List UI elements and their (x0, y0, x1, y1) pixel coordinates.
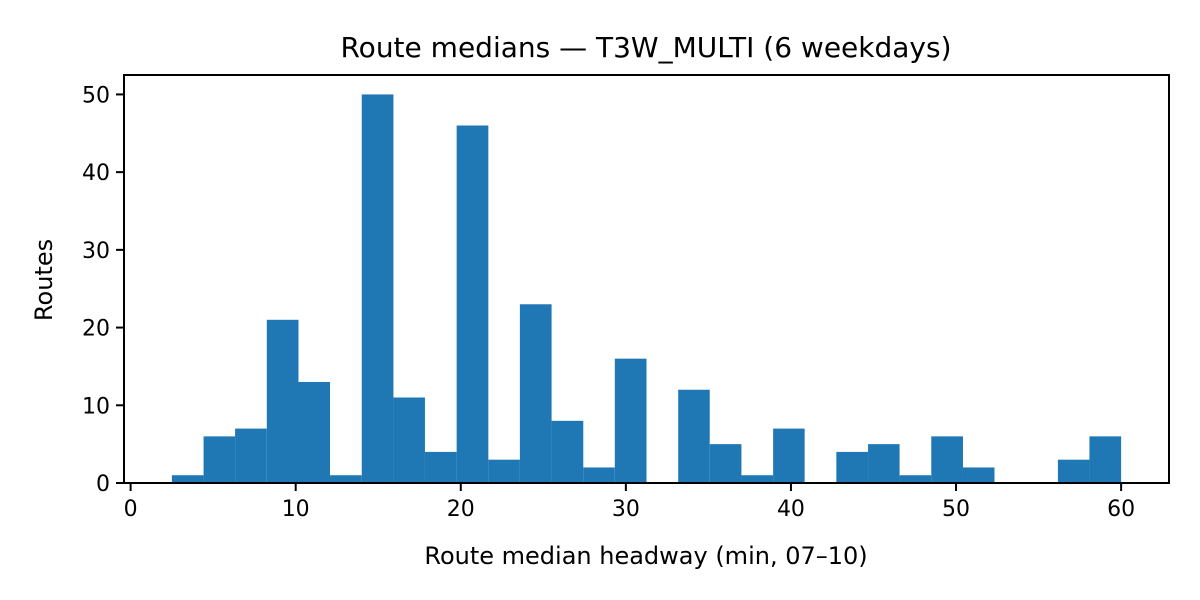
histogram-bar (298, 381, 331, 483)
histogram-bar (1089, 436, 1122, 483)
histogram-bars (171, 94, 1122, 484)
histogram-bar (424, 451, 457, 483)
histogram-bar (1057, 459, 1090, 483)
histogram-bar (330, 475, 362, 483)
y-axis-ticks: 0 10 20 30 40 50 (82, 83, 124, 497)
x-axis-label: Route median headway (min, 07–10) (424, 542, 867, 570)
y-axis-label: Routes (30, 239, 58, 321)
x-tick-label: 40 (777, 497, 805, 522)
plot-frame (123, 74, 1170, 484)
x-tick-label: 50 (942, 497, 970, 522)
histogram-bar (709, 444, 742, 483)
histogram-bar (962, 467, 995, 483)
x-tick-label: 10 (282, 497, 310, 522)
x-tick-label: 30 (612, 497, 640, 522)
x-tick-label: 20 (447, 497, 475, 522)
histogram-bar (868, 444, 900, 483)
x-tick-label: 60 (1107, 497, 1135, 522)
histogram-bar (614, 358, 647, 483)
histogram-bar (836, 451, 869, 483)
histogram-bar (899, 475, 932, 483)
histogram-bar (773, 428, 805, 483)
y-tick-label: 20 (82, 317, 110, 342)
histogram-bar (171, 475, 204, 483)
histogram-bar (741, 475, 774, 483)
histogram-bar (519, 304, 552, 483)
histogram-bar (203, 436, 236, 483)
histogram-bar (488, 459, 520, 483)
histogram-bar (361, 94, 394, 484)
y-tick-label: 50 (82, 83, 110, 108)
x-axis-ticks: 0 10 20 30 40 50 60 (124, 483, 1135, 522)
y-tick-label: 40 (82, 161, 110, 186)
histogram-bar (583, 467, 615, 483)
chart-title: Route medians — T3W_MULTI (6 weekdays) (340, 31, 951, 64)
histogram-bar (266, 319, 299, 483)
histogram-bar (678, 389, 710, 483)
histogram-bar (931, 436, 963, 483)
histogram-bar (393, 397, 425, 483)
histogram-bar (551, 420, 584, 483)
y-tick-label: 10 (82, 394, 110, 419)
y-tick-label: 30 (82, 239, 110, 264)
y-tick-label: 0 (96, 472, 110, 497)
histogram-bar (235, 428, 267, 483)
histogram-bar (456, 125, 489, 483)
x-tick-label: 0 (124, 497, 138, 522)
